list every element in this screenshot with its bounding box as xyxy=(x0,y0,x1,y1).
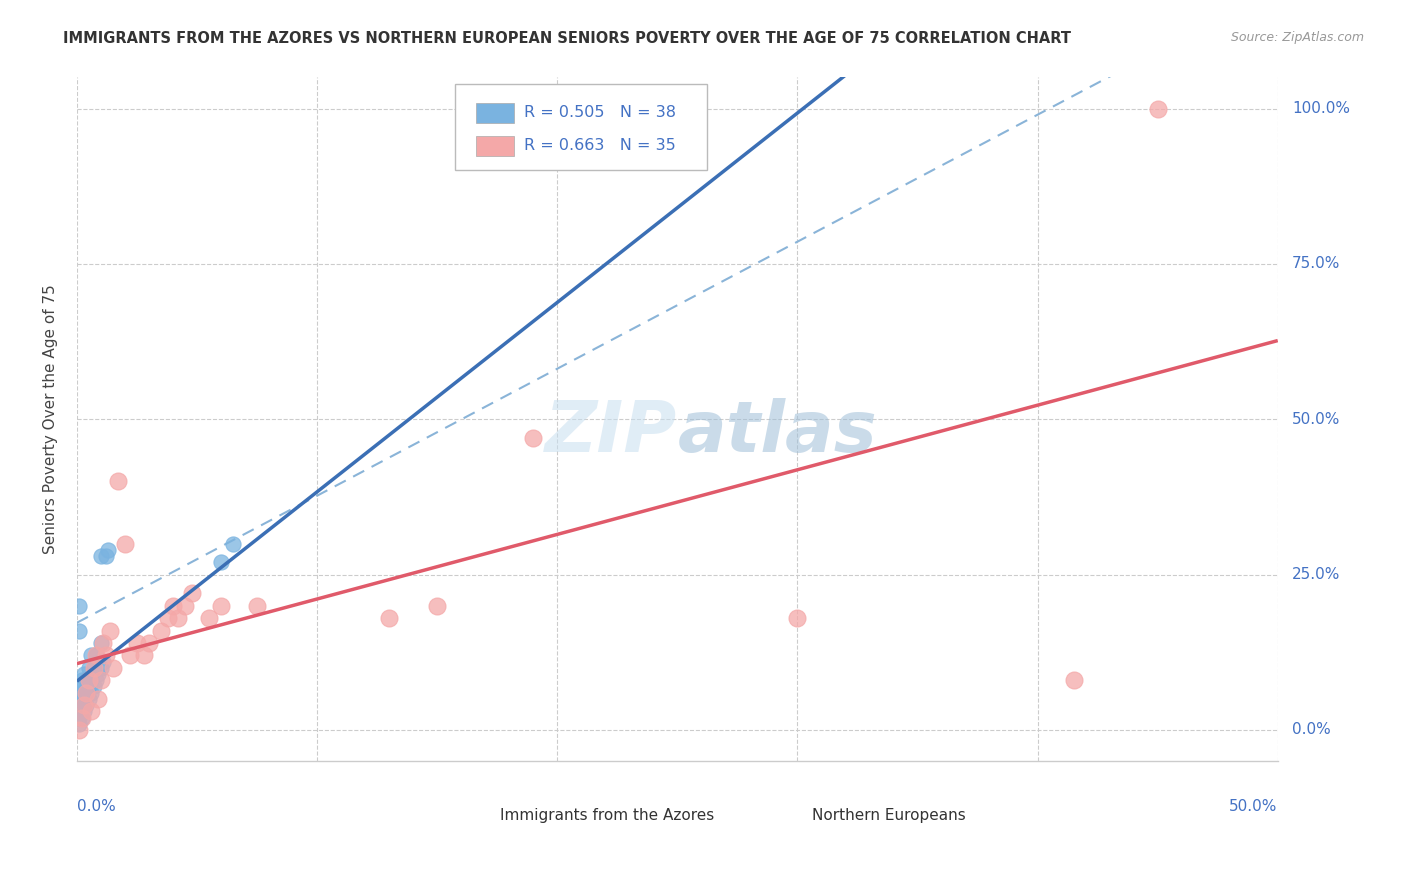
Point xyxy=(73,698,96,712)
Point xyxy=(94,648,117,663)
Point xyxy=(138,636,160,650)
Point xyxy=(83,661,105,675)
Point xyxy=(67,698,90,712)
Point xyxy=(80,686,103,700)
Point xyxy=(67,599,90,613)
Point xyxy=(70,673,93,688)
Text: 0.0%: 0.0% xyxy=(1292,723,1331,738)
Point xyxy=(90,549,112,563)
Point xyxy=(84,648,107,663)
Point xyxy=(67,716,90,731)
Point xyxy=(157,611,180,625)
Point xyxy=(76,673,98,688)
Text: R = 0.505   N = 38: R = 0.505 N = 38 xyxy=(523,105,676,120)
Text: Northern Europeans: Northern Europeans xyxy=(811,808,966,823)
Point xyxy=(90,661,112,675)
Point xyxy=(77,692,100,706)
Text: Source: ZipAtlas.com: Source: ZipAtlas.com xyxy=(1230,31,1364,45)
Text: Immigrants from the Azores: Immigrants from the Azores xyxy=(499,808,714,823)
Text: ZIP: ZIP xyxy=(546,399,678,467)
Text: 25.0%: 25.0% xyxy=(1292,567,1340,582)
Point xyxy=(84,673,107,688)
Point xyxy=(522,431,544,445)
FancyBboxPatch shape xyxy=(475,103,515,123)
Point xyxy=(84,648,107,663)
Point xyxy=(1063,673,1085,688)
FancyBboxPatch shape xyxy=(449,807,491,824)
FancyBboxPatch shape xyxy=(456,84,707,169)
FancyBboxPatch shape xyxy=(475,136,515,156)
Y-axis label: Seniors Poverty Over the Age of 75: Seniors Poverty Over the Age of 75 xyxy=(44,285,58,554)
Point xyxy=(73,704,96,718)
Point xyxy=(67,624,90,638)
Point xyxy=(76,686,98,700)
Text: R = 0.663   N = 35: R = 0.663 N = 35 xyxy=(523,138,675,153)
Point xyxy=(91,655,114,669)
Point xyxy=(209,599,232,613)
Point xyxy=(70,698,93,712)
Point xyxy=(73,680,96,694)
Point xyxy=(83,661,105,675)
Point xyxy=(125,636,148,650)
Point xyxy=(209,555,232,569)
Point xyxy=(77,661,100,675)
Point xyxy=(97,542,120,557)
Point xyxy=(181,586,204,600)
Text: atlas: atlas xyxy=(678,399,877,467)
Point xyxy=(166,611,188,625)
Point xyxy=(77,680,100,694)
Text: 0.0%: 0.0% xyxy=(77,798,115,814)
Point xyxy=(114,536,136,550)
Point xyxy=(70,686,93,700)
Point xyxy=(246,599,269,613)
Point xyxy=(134,648,156,663)
Point xyxy=(76,698,98,712)
Point xyxy=(67,692,90,706)
Point xyxy=(76,686,98,700)
Point xyxy=(94,549,117,563)
Point xyxy=(198,611,221,625)
Point xyxy=(378,611,401,625)
Point xyxy=(118,648,141,663)
Point xyxy=(162,599,184,613)
Point xyxy=(80,704,103,718)
Point xyxy=(73,667,96,681)
Point xyxy=(67,723,90,737)
Point xyxy=(70,710,93,724)
Point xyxy=(222,536,245,550)
Point xyxy=(67,686,90,700)
Point xyxy=(80,648,103,663)
FancyBboxPatch shape xyxy=(762,807,803,824)
Point xyxy=(70,710,93,724)
Point xyxy=(100,624,122,638)
Point xyxy=(101,661,124,675)
Text: IMMIGRANTS FROM THE AZORES VS NORTHERN EUROPEAN SENIORS POVERTY OVER THE AGE OF : IMMIGRANTS FROM THE AZORES VS NORTHERN E… xyxy=(63,31,1071,46)
Point xyxy=(73,692,96,706)
Point xyxy=(90,636,112,650)
Point xyxy=(87,692,110,706)
Point xyxy=(1146,102,1168,116)
Point xyxy=(87,667,110,681)
Text: 100.0%: 100.0% xyxy=(1292,101,1350,116)
Text: 75.0%: 75.0% xyxy=(1292,256,1340,271)
Point xyxy=(83,680,105,694)
Text: 50.0%: 50.0% xyxy=(1292,412,1340,426)
Point xyxy=(67,710,90,724)
Point xyxy=(77,673,100,688)
Point xyxy=(426,599,449,613)
Text: 50.0%: 50.0% xyxy=(1229,798,1278,814)
Point xyxy=(90,673,112,688)
Point xyxy=(174,599,197,613)
Point xyxy=(786,611,808,625)
Point xyxy=(91,636,114,650)
Point xyxy=(149,624,172,638)
Point xyxy=(80,673,103,688)
Point xyxy=(107,475,129,489)
Point xyxy=(67,704,90,718)
